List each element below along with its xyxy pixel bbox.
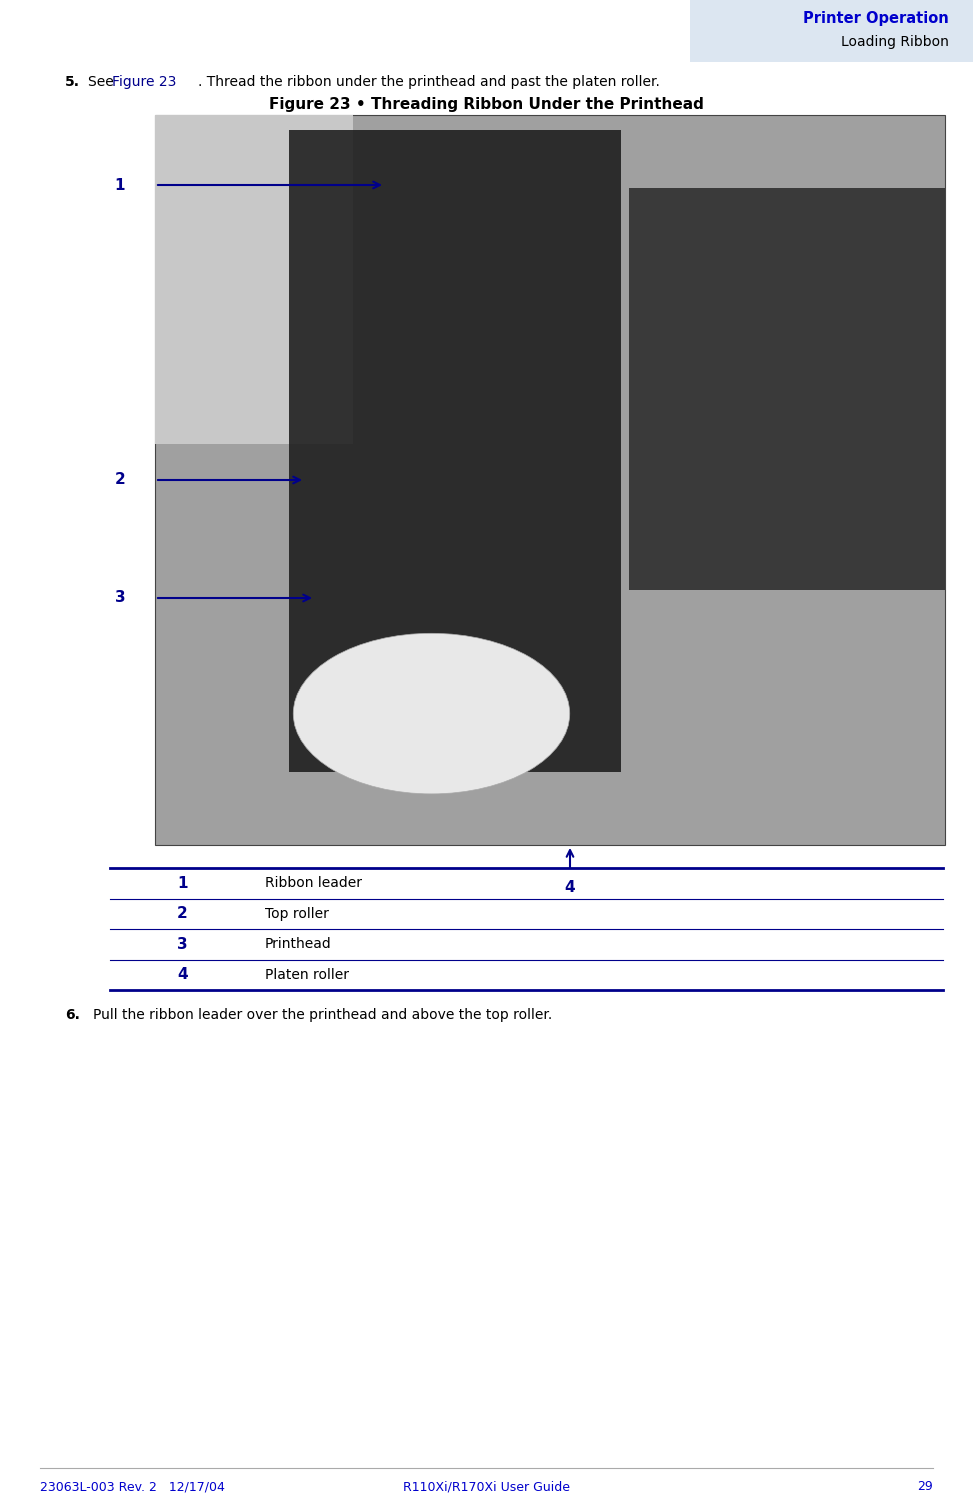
Text: 1: 1 <box>177 876 188 890</box>
Text: 3: 3 <box>115 590 126 605</box>
Text: See: See <box>88 75 118 89</box>
Text: 23063L-003 Rev. 2   12/17/04: 23063L-003 Rev. 2 12/17/04 <box>40 1480 225 1494</box>
Bar <box>690 0 973 62</box>
Text: Figure 23 • Threading Ribbon Under the Printhead: Figure 23 • Threading Ribbon Under the P… <box>270 98 703 113</box>
Text: Figure 23: Figure 23 <box>112 75 176 89</box>
Text: 2: 2 <box>115 473 126 488</box>
Bar <box>289 130 621 773</box>
Text: Ribbon leader: Ribbon leader <box>265 876 362 890</box>
Text: Top roller: Top roller <box>265 907 329 920</box>
Bar <box>155 114 352 443</box>
Text: 1: 1 <box>115 178 126 193</box>
Text: 3: 3 <box>177 937 188 952</box>
Text: 6.: 6. <box>65 1008 80 1023</box>
Bar <box>155 114 945 845</box>
Ellipse shape <box>293 634 570 794</box>
Text: Pull the ribbon leader over the printhead and above the top roller.: Pull the ribbon leader over the printhea… <box>93 1008 553 1023</box>
Text: Printer Operation: Printer Operation <box>803 11 949 26</box>
Text: Platen roller: Platen roller <box>265 968 348 982</box>
Bar <box>629 188 945 589</box>
Text: 29: 29 <box>918 1480 933 1494</box>
Text: Printhead: Printhead <box>265 937 332 952</box>
Text: R110Xi/R170Xi User Guide: R110Xi/R170Xi User Guide <box>403 1480 570 1494</box>
Text: 4: 4 <box>177 967 188 982</box>
Text: . Thread the ribbon under the printhead and past the platen roller.: . Thread the ribbon under the printhead … <box>198 75 660 89</box>
Text: Loading Ribbon: Loading Ribbon <box>841 35 949 50</box>
Text: 4: 4 <box>564 880 575 895</box>
Text: 5.: 5. <box>65 75 80 89</box>
Text: 2: 2 <box>177 907 188 922</box>
